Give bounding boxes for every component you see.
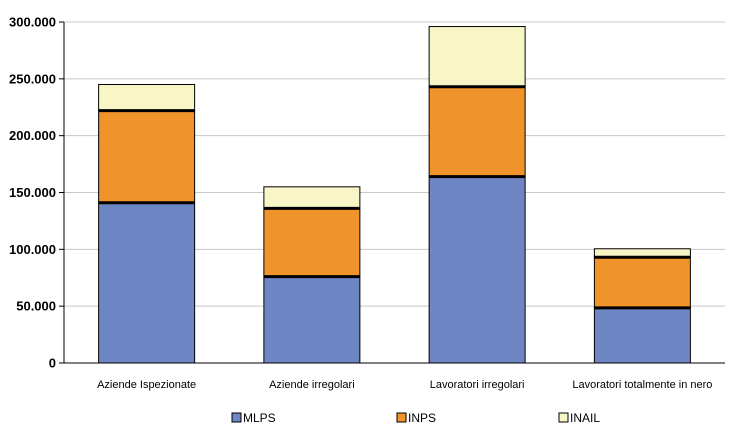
legend-label: MLPS	[243, 411, 276, 425]
y-tick-label: 0	[49, 356, 56, 371]
category-label: Lavoratori totalmente in nero	[572, 379, 712, 391]
bar-inps	[263, 207, 361, 278]
bar-inail	[98, 84, 196, 112]
category-label: Aziende irregolari	[269, 379, 355, 391]
category-labels: Aziende Ispezionate Aziende irregolari Lav…	[97, 379, 712, 391]
legend: MLPS INPS INAIL	[231, 411, 600, 425]
bar-inail	[428, 26, 526, 88]
y-tick-label: 200.000	[9, 128, 56, 143]
legend-swatch-mlps	[231, 412, 242, 423]
legend-swatch-inail	[558, 412, 569, 423]
bars	[98, 26, 691, 364]
legend-label: INPS	[408, 411, 436, 425]
bar-mlps	[98, 202, 196, 364]
legend-swatch-inps	[396, 412, 407, 423]
y-tick-label: 250.000	[9, 71, 56, 86]
y-tick-label: 50.000	[16, 299, 56, 314]
bar-mlps	[263, 276, 361, 364]
bar-inps	[428, 86, 526, 178]
category-label: Lavoratori irregolari	[430, 379, 525, 391]
bar-inps	[593, 256, 691, 309]
y-tick-label: 100.000	[9, 242, 56, 257]
axes	[59, 21, 725, 364]
y-tick-label: 150.000	[9, 185, 56, 200]
y-tick-label: 300.000	[9, 15, 56, 30]
legend-label: INAIL	[570, 411, 600, 425]
bar-mlps	[428, 176, 526, 364]
bar-mlps	[593, 307, 691, 364]
category-label: Aziende Ispezionate	[97, 379, 196, 391]
y-axis-tick-labels: 0 50.000 100.000 150.000 200.000 250.000 300.0…	[9, 15, 56, 371]
bar-inps	[98, 110, 196, 204]
bar-inail	[263, 186, 361, 209]
